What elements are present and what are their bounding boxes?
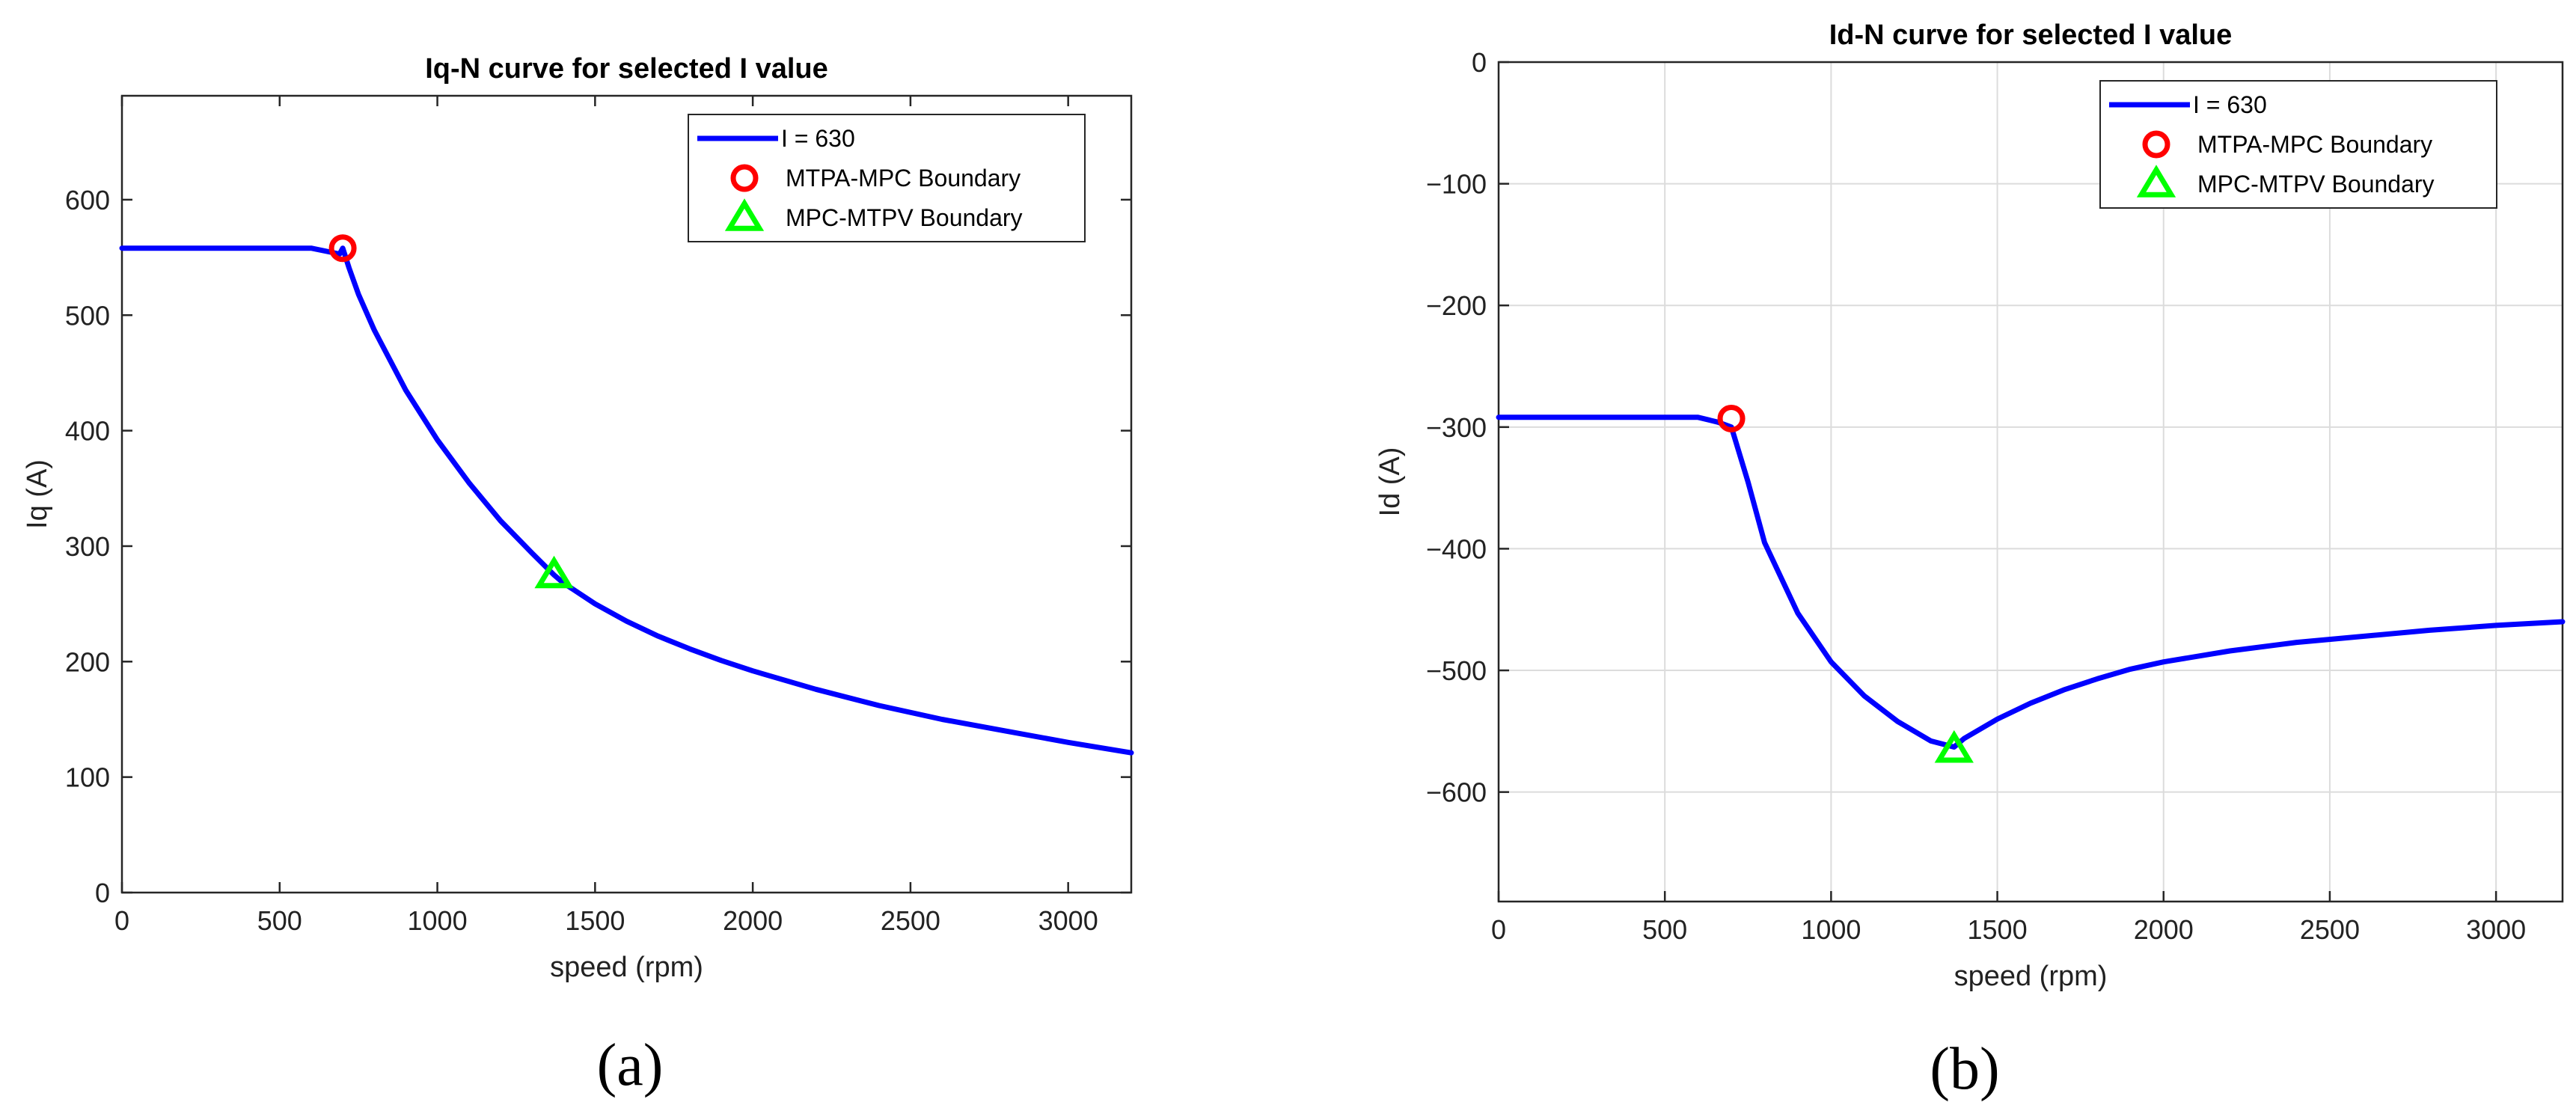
mpc-mtpv-boundary-marker <box>1934 729 1974 763</box>
legend-label: I = 630 <box>2193 91 2267 118</box>
chart-id-n: 0 500 1000 1500 2000 2500 3000 0 −100 −200 −300 −40… <box>1374 19 2566 1102</box>
x-tick-label: 2000 <box>2134 914 2194 945</box>
legend: I = 630 MTPA-MPC Boundary MPC-MTPV Boundar… <box>688 114 1086 242</box>
y-axis-label: Iq (A) <box>22 459 53 529</box>
y-tick-label: 300 <box>65 531 110 562</box>
legend-label: MPC-MTPV Boundary <box>786 204 1023 231</box>
x-tick-label: 500 <box>257 905 302 936</box>
y-tick-label: 0 <box>95 878 110 908</box>
y-tick-label: −400 <box>1426 533 1487 564</box>
x-tick-label: 500 <box>1642 914 1687 945</box>
y-tick-label: 0 <box>1472 47 1487 78</box>
mtpa-mpc-boundary-marker <box>328 234 357 263</box>
y-tick-label: −200 <box>1426 290 1487 321</box>
x-tick-label: 3000 <box>2466 914 2526 945</box>
axes-frame <box>1497 61 2564 903</box>
legend-marker-swatch <box>724 198 765 231</box>
y-tick-label: −300 <box>1426 412 1487 443</box>
x-tick-label: 0 <box>1491 914 1506 945</box>
legend-marker-swatch <box>2136 165 2176 198</box>
x-tick-label: 2500 <box>881 905 940 936</box>
legend-marker-swatch <box>730 164 759 192</box>
x-tick-label: 2500 <box>2300 914 2360 945</box>
legend-label: MPC-MTPV Boundary <box>2197 171 2435 198</box>
y-tick-label: 200 <box>65 646 110 677</box>
y-tick-label: 100 <box>65 762 110 793</box>
mpc-mtpv-boundary-marker <box>534 555 574 589</box>
mtpa-mpc-boundary-marker <box>1717 404 1746 432</box>
x-tick-label: 2000 <box>723 905 783 936</box>
y-axis-label: Id (A) <box>1374 447 1406 517</box>
y-tick-label: −500 <box>1426 655 1487 686</box>
x-tick-label: 1500 <box>565 905 625 936</box>
y-tick-label: −100 <box>1426 169 1487 200</box>
x-tick-label: 0 <box>114 905 129 936</box>
figure-caption: (a) <box>597 1032 664 1098</box>
chart-title: Id-N curve for selected I value <box>1829 19 2233 51</box>
y-tick-label: 500 <box>65 300 110 331</box>
legend: I = 630 MTPA-MPC Boundary MPC-MTPV Boundar… <box>2099 80 2497 209</box>
y-tick-label: 400 <box>65 416 110 447</box>
x-tick-label: 1000 <box>1801 914 1861 945</box>
legend-marker-swatch <box>2142 130 2170 159</box>
series-line <box>119 245 1134 756</box>
legend-label: MTPA-MPC Boundary <box>2197 131 2432 158</box>
x-axis-label: speed (rpm) <box>1954 961 2108 992</box>
legend-label: I = 630 <box>781 125 855 152</box>
chart-title: Iq-N curve for selected I value <box>425 53 828 85</box>
y-tick-label: 600 <box>65 185 110 215</box>
x-tick-label: 3000 <box>1038 905 1098 936</box>
chart-iq-n: 0 500 1000 1500 2000 2500 3000 0 100 200 300 400 500… <box>22 53 1134 1098</box>
series-line <box>1496 414 2566 750</box>
x-tick-label: 1500 <box>1968 914 2028 945</box>
x-tick-label: 1000 <box>408 905 468 936</box>
y-tick-label: −600 <box>1426 777 1487 808</box>
axes-frame <box>120 94 1133 894</box>
x-axis-label: speed (rpm) <box>550 952 703 983</box>
figure-caption: (b) <box>1930 1036 1999 1102</box>
legend-label: MTPA-MPC Boundary <box>786 165 1021 192</box>
